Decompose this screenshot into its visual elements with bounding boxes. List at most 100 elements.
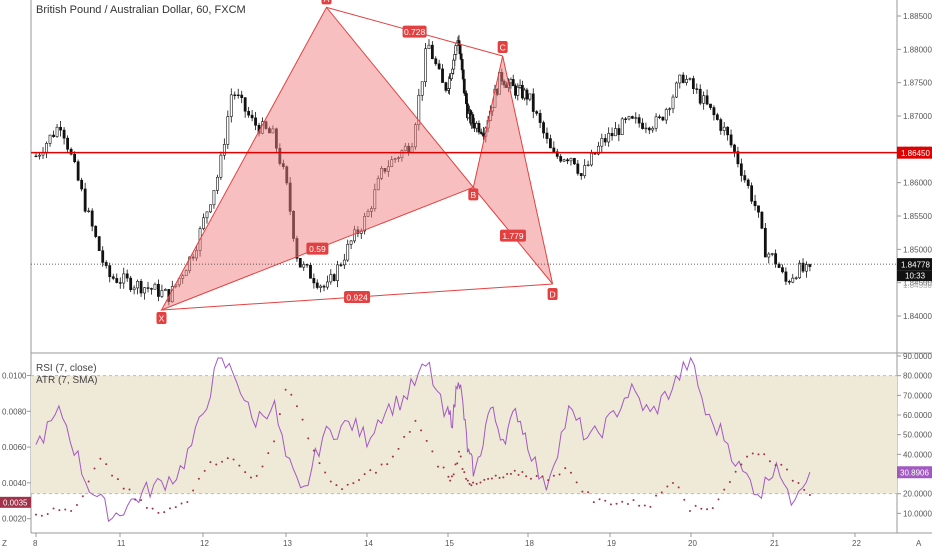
candle-body — [593, 153, 597, 155]
atr-dot — [273, 440, 276, 443]
atr-dot — [197, 477, 200, 480]
last-price-label: 1.84778 — [897, 258, 932, 271]
svg-text:0.0035: 0.0035 — [3, 498, 28, 507]
svg-text:0.924: 0.924 — [346, 293, 368, 303]
rsi-tick-label: 60.0000 — [903, 411, 932, 420]
candle-body — [312, 278, 316, 284]
atr-dot — [465, 477, 468, 480]
atr-dot — [454, 463, 457, 466]
atr-dot — [677, 486, 680, 489]
candle-body — [511, 79, 515, 87]
candle-body — [518, 84, 522, 88]
candle-body — [698, 88, 702, 104]
candle-body — [661, 116, 665, 121]
atr-dot — [290, 393, 293, 396]
horizontal-level-label: 1.86450 — [897, 146, 932, 159]
candle-body — [326, 281, 329, 288]
candle-body — [559, 156, 563, 162]
candle-body — [739, 163, 743, 176]
candle-body — [461, 69, 465, 80]
candle-body — [90, 210, 94, 227]
candle-body — [658, 116, 661, 118]
pattern-triangle-bcd — [472, 55, 554, 285]
candle-body — [805, 264, 808, 272]
atr-dot — [87, 480, 90, 483]
candle-body — [309, 264, 312, 279]
atr-dot — [615, 502, 618, 505]
atr-tick-label: 0.0040 — [2, 479, 27, 488]
candle-body — [531, 93, 535, 112]
atr-dot — [621, 500, 624, 503]
candle-body — [163, 289, 167, 291]
atr-dot — [587, 491, 590, 494]
price-tick-label: 1.87000 — [903, 112, 932, 121]
candle-body — [55, 126, 59, 137]
candle-body — [566, 159, 569, 162]
atr-dot — [215, 463, 218, 466]
atr-dot — [386, 463, 389, 466]
candle-body — [101, 250, 105, 263]
svg-text:0.728: 0.728 — [404, 27, 426, 37]
atr-dot — [70, 509, 73, 512]
atr-dot — [329, 480, 332, 483]
candle-body — [736, 151, 740, 165]
atr-dot — [791, 479, 794, 482]
candle-body — [62, 129, 66, 139]
candle-body — [784, 271, 788, 282]
atr-dot — [352, 482, 355, 485]
bottom-left-label: Z — [2, 539, 7, 548]
time-tick-label: 22 — [852, 539, 861, 548]
candle-body — [349, 240, 353, 245]
candle-body — [59, 126, 62, 131]
atr-dot — [284, 388, 287, 391]
candle-body — [459, 53, 463, 60]
candle-body — [516, 86, 520, 96]
rsi-legend[interactable]: RSI (7, close) — [36, 363, 97, 374]
svg-text:D: D — [550, 290, 556, 300]
svg-text:10:33: 10:33 — [905, 272, 926, 281]
atr-dot — [463, 471, 466, 474]
candle-body — [339, 264, 343, 266]
atr-dot — [140, 499, 143, 502]
svg-text:X: X — [159, 314, 165, 324]
candle-body — [346, 244, 350, 261]
atr-dot — [312, 449, 315, 452]
atr-dot — [52, 507, 55, 510]
candle-body — [712, 107, 716, 116]
atr-dots — [35, 388, 811, 517]
candle-body — [801, 262, 805, 272]
candle-body — [450, 72, 453, 80]
price-tick-label: 1.88500 — [903, 12, 932, 21]
candle-body — [614, 128, 617, 137]
candle-body — [202, 217, 205, 229]
candle-body — [146, 287, 150, 289]
svg-text:1.84778: 1.84778 — [901, 261, 930, 270]
atr-dot — [609, 503, 612, 506]
atr-dot — [307, 437, 310, 440]
candle-body — [647, 127, 651, 131]
atr-dot — [666, 485, 669, 488]
atr-dot — [157, 511, 160, 514]
candle-body — [122, 273, 126, 284]
candle-body — [767, 253, 771, 258]
candle-body — [209, 204, 212, 213]
atr-legend[interactable]: ATR (7, SMA) — [36, 375, 98, 386]
atr-dot — [249, 476, 252, 479]
candle-body — [108, 265, 112, 278]
candle-body — [641, 122, 644, 129]
candle-body — [572, 158, 576, 165]
atr-dot — [128, 488, 131, 491]
price-tick-label: 1.87500 — [903, 79, 932, 88]
candle-body — [668, 108, 672, 110]
candle-body — [424, 48, 427, 83]
candle-body — [38, 154, 41, 157]
candle-body — [205, 211, 209, 219]
candle-body — [250, 114, 254, 119]
candle-body — [212, 190, 216, 206]
atr-dot — [468, 482, 471, 485]
atr-dot — [797, 482, 800, 485]
atr-dot — [774, 464, 777, 467]
atr-dot — [734, 470, 737, 473]
